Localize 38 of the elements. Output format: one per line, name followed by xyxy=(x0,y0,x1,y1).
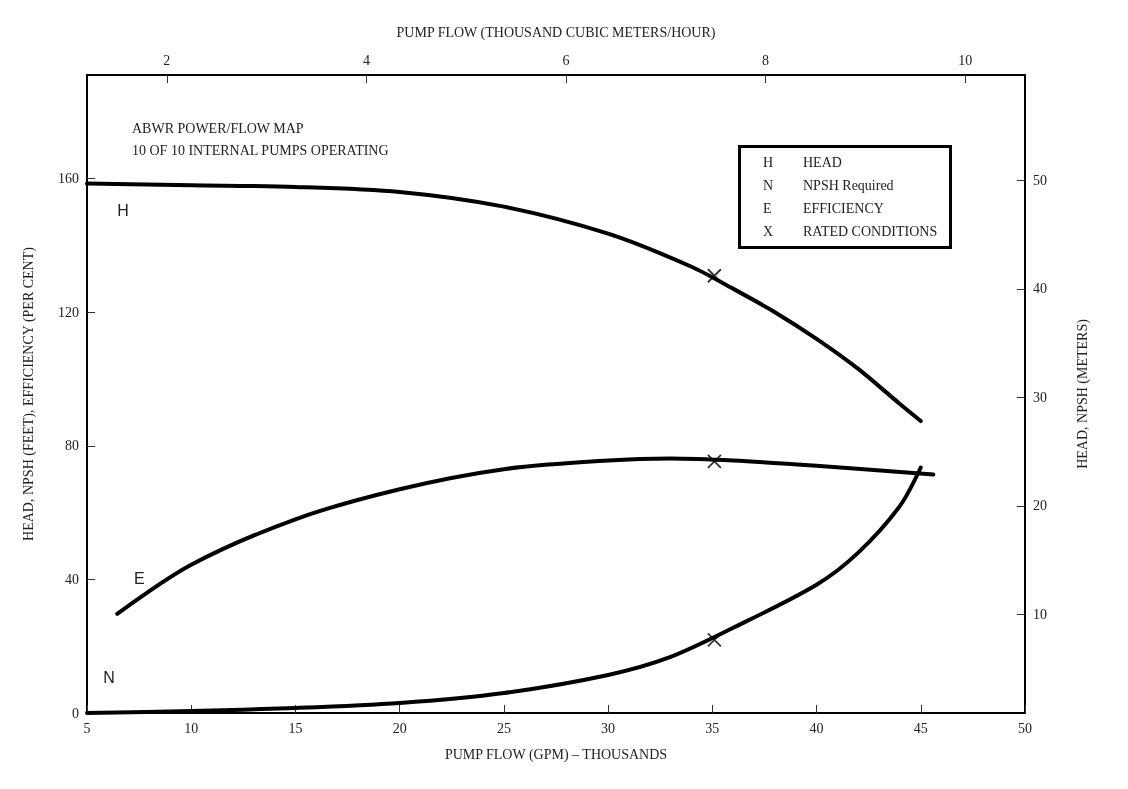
x-tick-label: 15 xyxy=(288,720,303,736)
series-label: N xyxy=(103,669,115,687)
annotation: 10 OF 10 INTERNAL PUMPS OPERATING xyxy=(132,142,389,160)
x2-tick-label: 6 xyxy=(562,52,570,68)
key-box: H HEAD N NPSH Required E EFFICIENCY X RATED CONDITIONS xyxy=(738,145,953,249)
y2-tick-label: 30 xyxy=(1033,389,1047,405)
x2-tick-label: 10 xyxy=(958,52,973,68)
y-tick-label: 120 xyxy=(58,304,79,320)
x-tick-label: 10 xyxy=(184,720,199,736)
x-tick-label: 40 xyxy=(809,720,824,736)
y2-tick-label: 40 xyxy=(1033,281,1047,297)
y2-tick-label: 50 xyxy=(1033,172,1047,188)
y-tick-label: 40 xyxy=(65,571,79,587)
x-axis-title: PUMP FLOW (GPM) – THOUSANDS xyxy=(444,746,668,763)
x-tick-label: 35 xyxy=(705,720,720,736)
x-tick-label: 45 xyxy=(913,720,928,736)
x2-axis-title: PUMP FLOW (THOUSAND CUBIC METERS/HOUR) xyxy=(396,24,716,41)
x-tick-label: 20 xyxy=(392,720,407,736)
y-tick-label: 160 xyxy=(58,171,79,187)
x-tick-label: 50 xyxy=(1018,720,1032,736)
x-tick-label: 5 xyxy=(83,720,91,736)
y-tick-label: 0 xyxy=(72,705,79,721)
x-tick-label: 25 xyxy=(496,720,511,736)
y-axis-title: HEAD, NPSH (FEET), EFFICIENCY (PER CENT) xyxy=(20,246,37,541)
x2-tick-label: 8 xyxy=(762,52,770,68)
annotation: ABWR POWER/FLOW MAP xyxy=(132,120,305,138)
point xyxy=(707,632,722,648)
x2-tick-label: 2 xyxy=(163,52,171,68)
x-tick-label: 30 xyxy=(601,720,616,736)
series-label: H xyxy=(117,202,129,220)
y-tick-label: 80 xyxy=(65,438,79,454)
y2-tick-label: 20 xyxy=(1033,498,1047,514)
y2-tick-label: 10 xyxy=(1033,606,1047,622)
point xyxy=(707,454,722,469)
point xyxy=(707,268,722,284)
y2-axis-title: HEAD, NPSH (METERS) xyxy=(1074,318,1091,469)
series-label: E xyxy=(133,570,145,588)
x2-tick-label: 4 xyxy=(362,52,370,68)
